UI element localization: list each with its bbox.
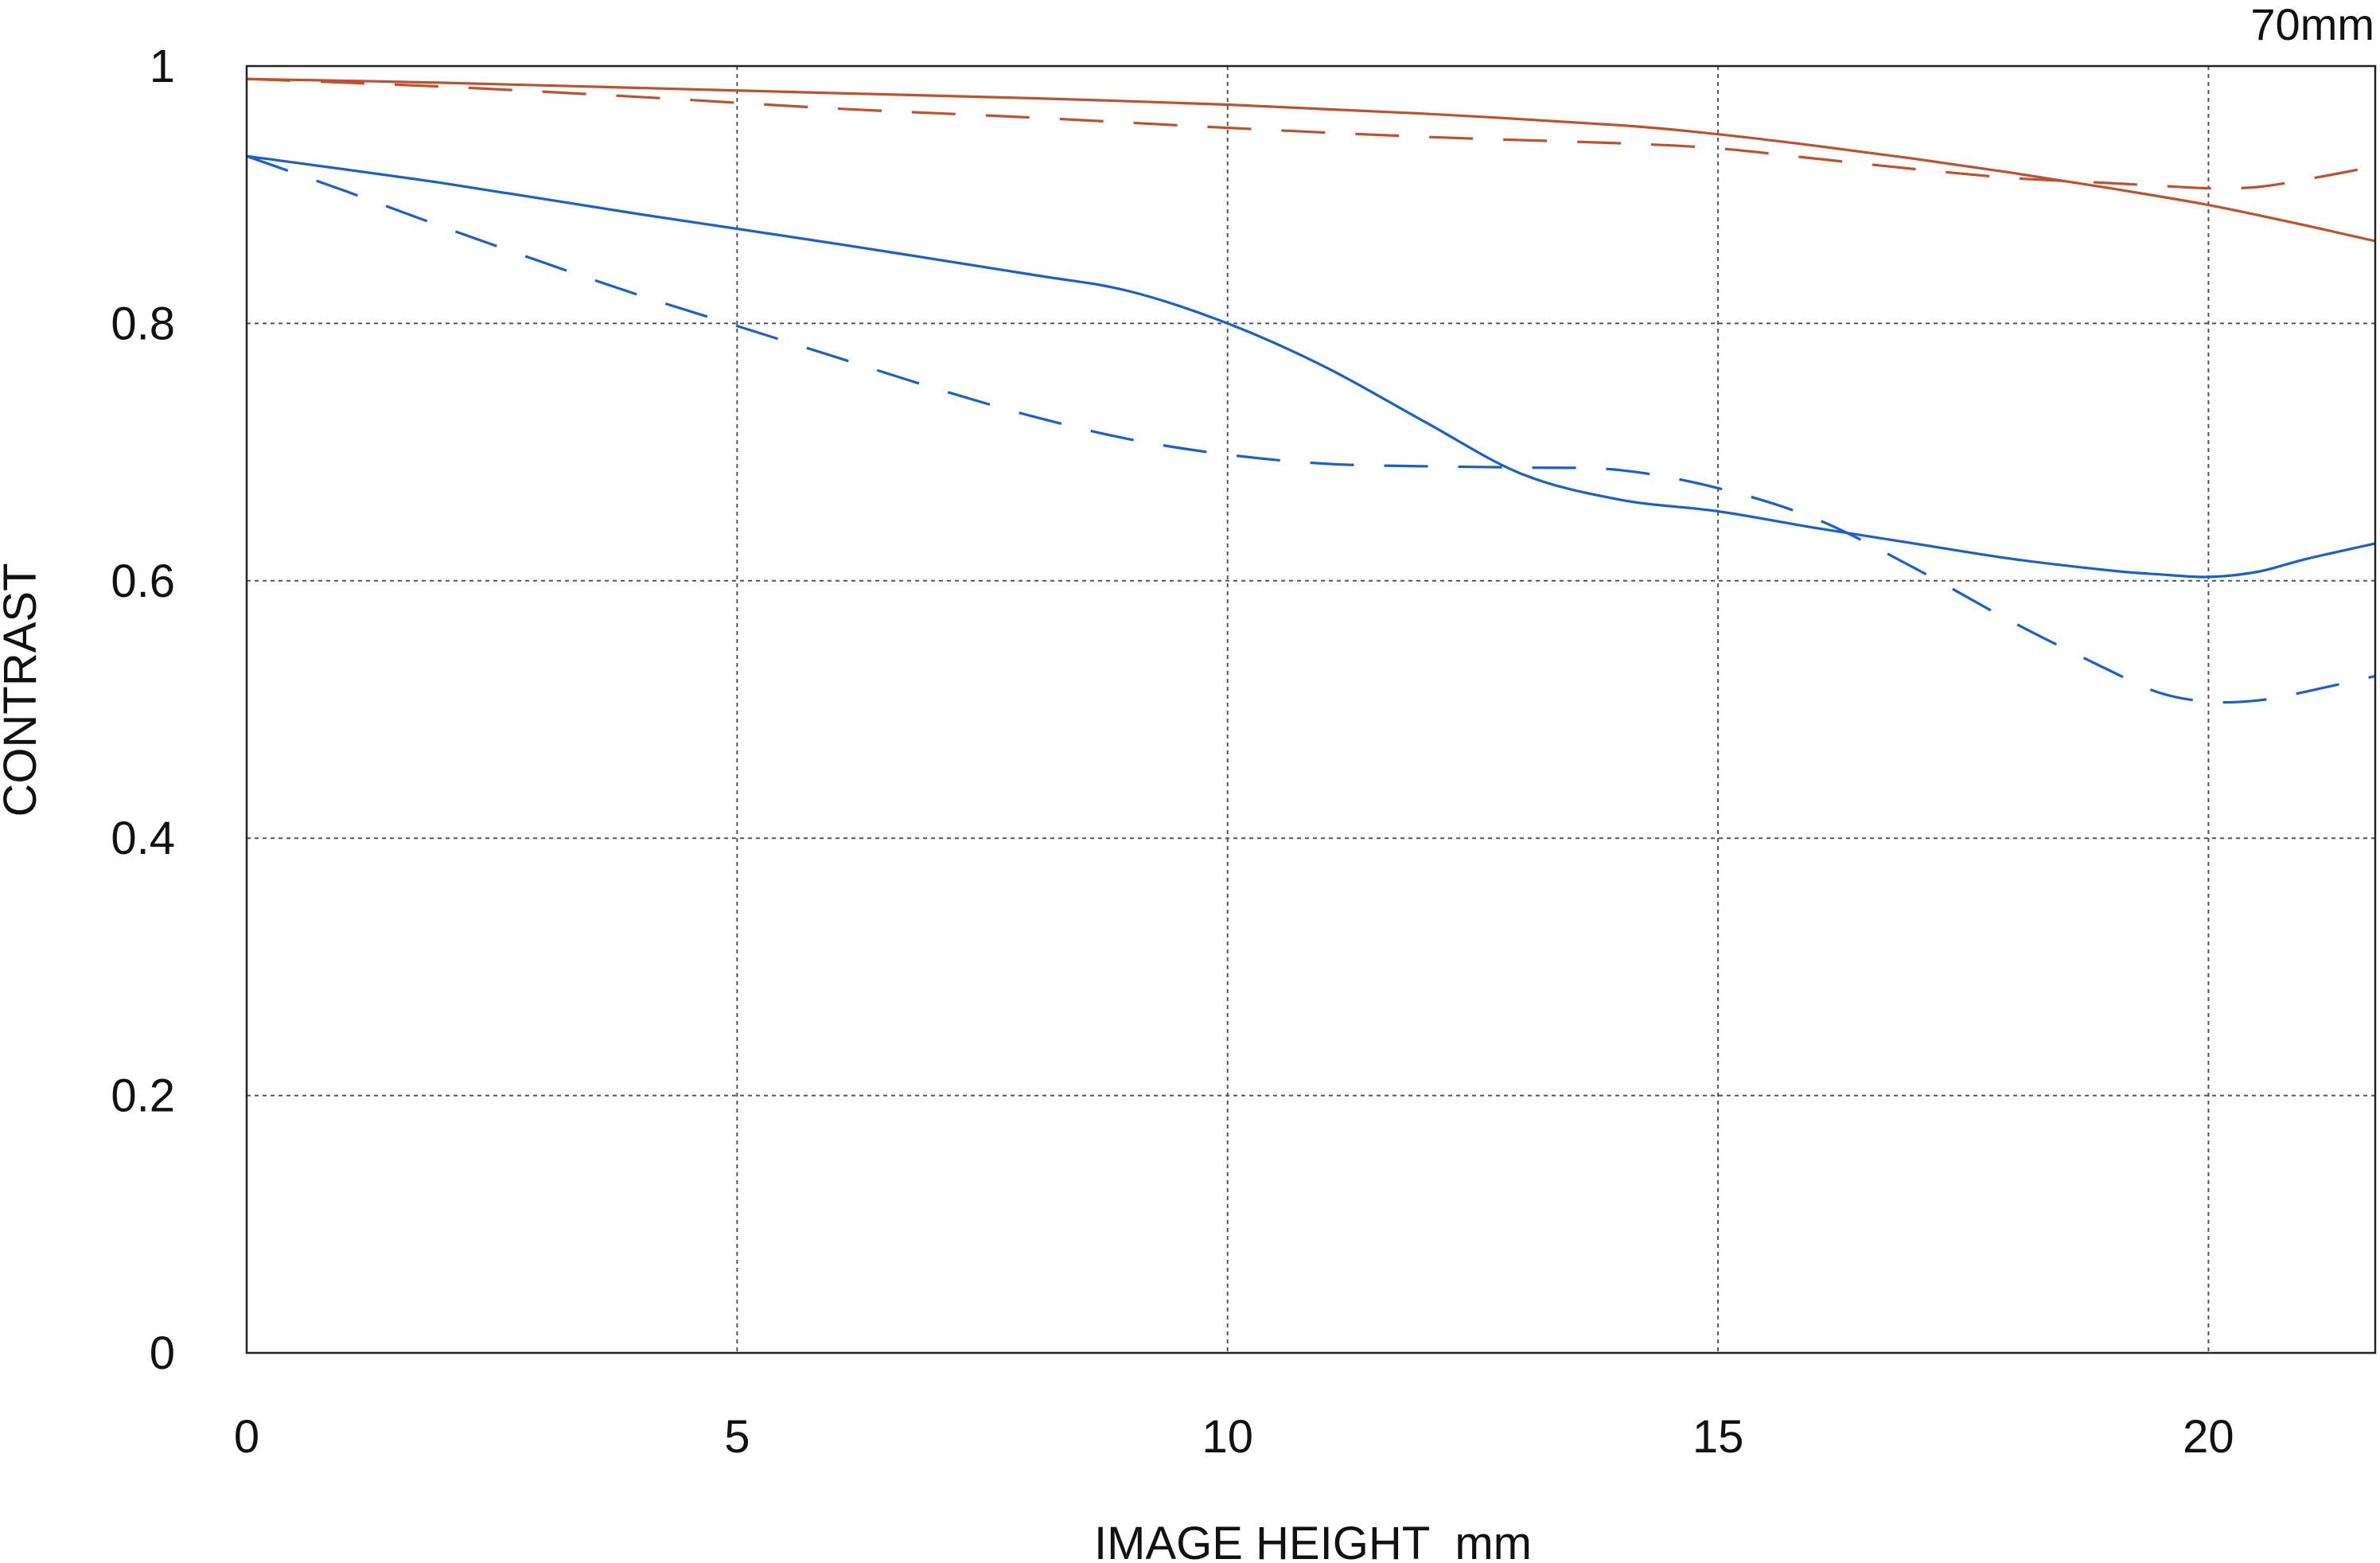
x-tick-label: 20 — [2183, 1411, 2234, 1463]
y-tick-label: 0 — [150, 1327, 175, 1379]
x-tick-label: 0 — [234, 1411, 259, 1463]
series-line-3 — [246, 154, 2376, 704]
y-tick-label: 0.2 — [111, 1070, 175, 1122]
series-line-1 — [246, 77, 2376, 190]
chart-title: 70mm — [2250, 0, 2374, 49]
x-tick-labels: 0 5 10 15 20 — [234, 1411, 2234, 1463]
series-line-2 — [246, 154, 2376, 579]
y-tick-label: 0.4 — [111, 813, 175, 864]
y-tick-label: 1 — [150, 41, 175, 92]
x-tick-label: 15 — [1692, 1411, 1744, 1463]
grid-lines — [247, 66, 2375, 1353]
series-lines — [246, 77, 2376, 704]
series-line-0 — [246, 77, 2376, 243]
y-tick-labels: 0 0.2 0.4 0.6 0.8 1 — [111, 41, 175, 1379]
x-tick-label: 10 — [1202, 1411, 1253, 1463]
plot-frame — [245, 64, 2377, 1354]
y-tick-label: 0.6 — [111, 555, 175, 607]
y-axis-label: CONTRAST — [0, 563, 46, 817]
x-tick-label: 5 — [724, 1411, 750, 1463]
y-tick-label: 0.8 — [111, 298, 175, 349]
x-axis-label: IMAGE HEIGHT mm — [1094, 1518, 1532, 1563]
